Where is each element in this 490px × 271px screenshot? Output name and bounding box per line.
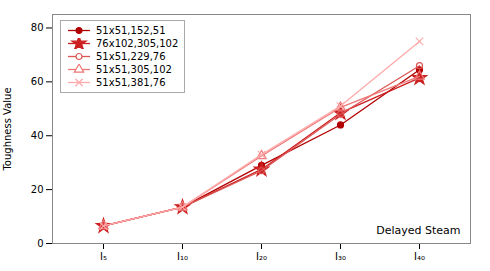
svg-text:0: 0 xyxy=(37,238,43,249)
svg-text:I₅: I₅ xyxy=(100,251,107,262)
svg-text:I₃₀: I₃₀ xyxy=(335,251,346,262)
svg-text:40: 40 xyxy=(31,130,44,141)
svg-text:20: 20 xyxy=(31,184,44,195)
html-text:51x51,305,102: 51x51,305,102 xyxy=(96,64,172,75)
svg-text:Delayed Steam: Delayed Steam xyxy=(376,224,460,237)
svg-text:Toughness Value: Toughness Value xyxy=(2,87,13,171)
html-text:51x51,229,76: 51x51,229,76 xyxy=(96,51,166,62)
svg-text:I₄₀: I₄₀ xyxy=(414,251,425,262)
html-text:76x102,305,102: 76x102,305,102 xyxy=(96,38,179,49)
svg-text:I₁₀: I₁₀ xyxy=(177,251,188,262)
html-text:51x51,381,76: 51x51,381,76 xyxy=(96,77,166,88)
html-text:51x51,152,51: 51x51,152,51 xyxy=(96,25,166,36)
svg-text:I₂₀: I₂₀ xyxy=(256,251,267,262)
svg-text:60: 60 xyxy=(31,76,44,87)
svg-text:80: 80 xyxy=(31,22,44,33)
